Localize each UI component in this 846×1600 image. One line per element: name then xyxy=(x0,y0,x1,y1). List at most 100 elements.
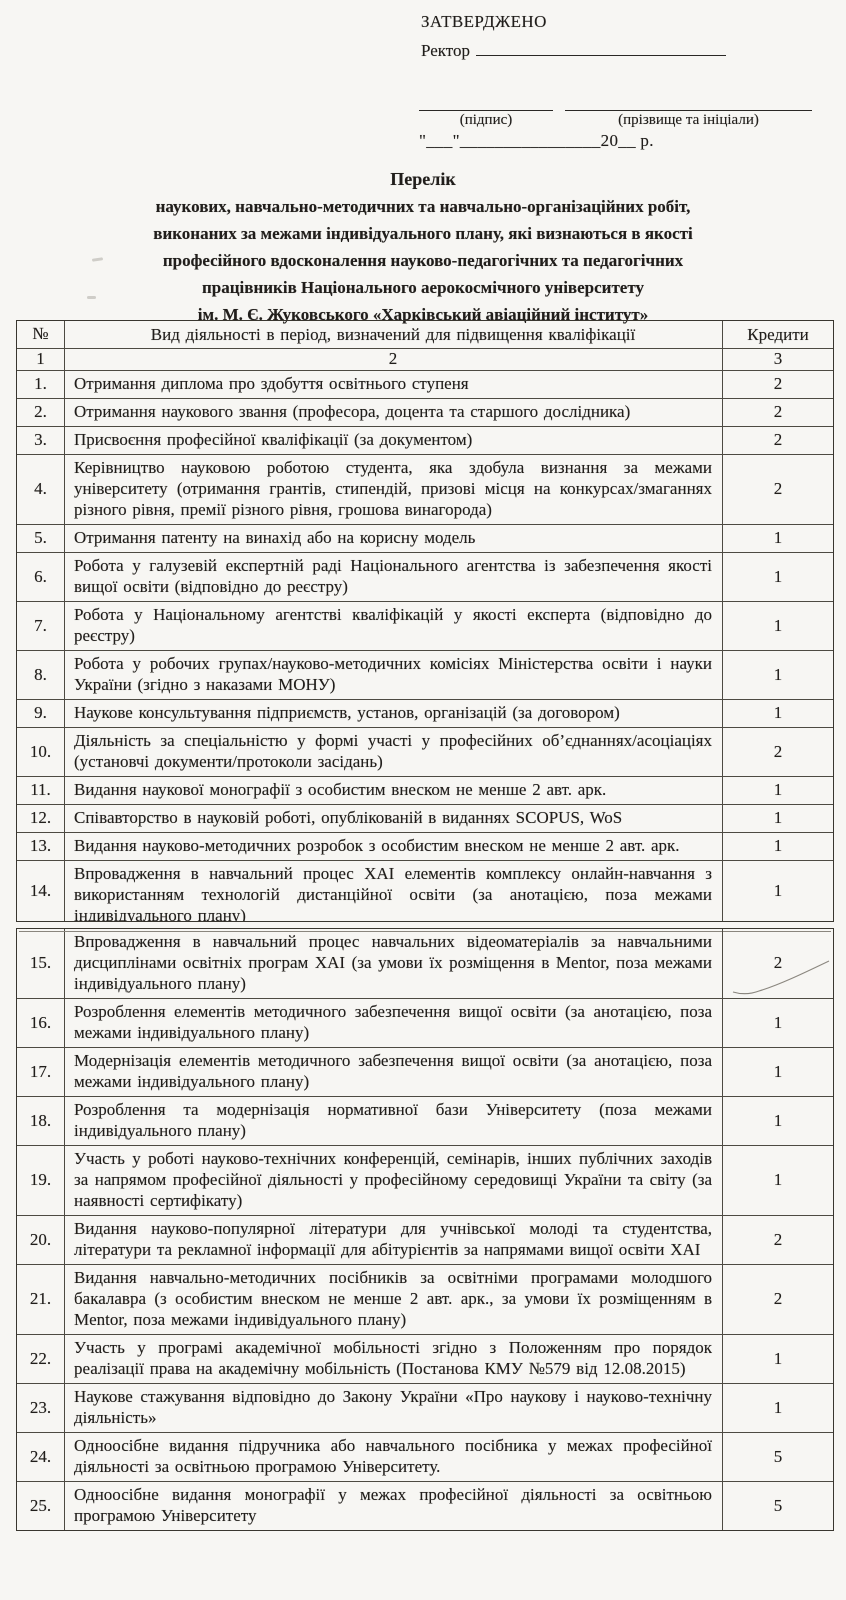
activity-cell: Розроблення елементів методичного забезп… xyxy=(74,1002,712,1042)
table-row: 15. Впровадження в навчальний процес нав… xyxy=(17,929,833,998)
activity-cell: Участь у роботі науково-технічних конфер… xyxy=(74,1149,712,1210)
credits-cell: 2 xyxy=(722,1265,833,1334)
credits-cell: 2 xyxy=(722,427,833,454)
table-row: 4. Керівництво науковою роботою студента… xyxy=(17,454,833,524)
row-number-cell: 7. xyxy=(17,602,65,650)
signature-caption: (підпис) xyxy=(459,112,513,128)
activity-cell: Видання науково-методичних розробок з ос… xyxy=(74,836,680,855)
activity-cell: Діяльність за спеціальністю у формі учас… xyxy=(74,731,712,771)
activity-cell: Розроблення та модернізація нормативної … xyxy=(74,1100,712,1140)
date-line: "___"________________20__ р. xyxy=(419,131,654,150)
activity-cell: Видання навчально-методичних посібників … xyxy=(74,1268,712,1329)
activity-cell: Отримання наукового звання (професора, д… xyxy=(74,402,631,421)
table-row: 25. Одноосібне видання монографії у межа… xyxy=(17,1481,833,1530)
table-row: 20. Видання науково-популярної літератур… xyxy=(17,1215,833,1264)
credits-value: 1 xyxy=(773,1348,783,1368)
credits-cell: 1 xyxy=(722,602,833,650)
credits-cell: 2 xyxy=(722,728,833,776)
row-number-cell: 13. xyxy=(17,833,65,860)
credits-value: 1 xyxy=(773,615,783,635)
credits-cell: 2 xyxy=(722,455,833,524)
row-number-cell: 8. xyxy=(17,651,65,699)
table-row: 24. Одноосібне видання підручника або на… xyxy=(17,1432,833,1481)
table-row: 8. Робота у робочих групах/науково-метод… xyxy=(17,650,833,699)
credits-cell: 5 xyxy=(722,1433,833,1481)
signature-block: (підпис) (прізвище та ініціали) "___"___… xyxy=(419,96,812,151)
row-number-cell: 4. xyxy=(17,455,65,524)
activity-cell: Робота у Національному агентстві кваліфі… xyxy=(74,605,712,645)
credits-value: 1 xyxy=(773,1061,783,1081)
table-row: 3. Присвоєння професійної кваліфікації (… xyxy=(17,426,833,454)
credits-cell: 1 xyxy=(722,553,833,601)
activity-cell: Присвоєння професійної кваліфікації (за … xyxy=(74,430,473,449)
credits-value: 1 xyxy=(773,1170,783,1189)
table-row: 6. Робота у галузевій експертній раді На… xyxy=(17,552,833,601)
name-blank-line xyxy=(565,96,812,111)
row-number-cell: 3. xyxy=(17,427,65,454)
activity-cell: Отримання диплома про здобуття освітньог… xyxy=(74,374,469,393)
row-number-cell: 24. xyxy=(17,1433,65,1481)
row-number-cell: 14. xyxy=(17,861,65,921)
table-row: 17. Модернізація елементів методичного з… xyxy=(17,1047,833,1096)
table-row: 21. Видання навчально-методичних посібни… xyxy=(17,1264,833,1334)
credits-value: 2 xyxy=(773,741,783,761)
credits-cell: 1 xyxy=(722,1097,833,1145)
credits-value: 1 xyxy=(773,664,783,684)
credits-cell: 2 xyxy=(722,929,833,998)
table-row: 13. Видання науково-методичних розробок … xyxy=(17,832,833,860)
scan-smudge xyxy=(87,296,96,299)
activity-cell: Впровадження в навчальний процес ХАІ еле… xyxy=(74,864,712,921)
header-activity-cell: Вид діяльності в період, визначений для … xyxy=(150,325,636,344)
row-number-cell: 21. xyxy=(17,1265,65,1334)
approval-stamp: ЗАТВЕРДЖЕНО xyxy=(421,12,547,31)
row-number-cell: 12. xyxy=(17,805,65,832)
table-row: 14. Впровадження в навчальний процес ХАІ… xyxy=(17,860,833,921)
credits-cell: 1 xyxy=(722,525,833,552)
activity-cell: Отримання патенту на винахід або на кори… xyxy=(74,528,476,547)
row-number-cell: 18. xyxy=(17,1097,65,1145)
row-number-cell: 23. xyxy=(17,1384,65,1432)
credits-cell: 2 xyxy=(722,1216,833,1264)
credits-cell: 1 xyxy=(722,777,833,804)
table-section-1: № Вид діяльності в період, визначений дл… xyxy=(16,320,834,922)
title-line: професійного вдосконалення науково-педаг… xyxy=(162,251,684,270)
title-line: працівників Національного аерокосмічного… xyxy=(202,278,644,297)
credits-value: 2 xyxy=(773,479,783,498)
activity-cell: Видання науково-популярної літератури дл… xyxy=(74,1219,712,1259)
document-title: Перелік наукових, навчально-методичних т… xyxy=(0,166,846,328)
activity-cell: Робота у галузевій експертній раді Націо… xyxy=(74,556,712,596)
credits-value: 1 xyxy=(773,880,783,900)
credits-value: 1 xyxy=(773,808,783,827)
table-row: 22. Участь у програмі академічної мобіль… xyxy=(17,1334,833,1383)
credits-value: 1 xyxy=(773,836,783,855)
activity-cell: Наукове консультування підприємств, уста… xyxy=(74,703,620,722)
table-row: 23. Наукове стажування відповідно до Зак… xyxy=(17,1383,833,1432)
table-row: 16. Розроблення елементів методичного за… xyxy=(17,998,833,1047)
credits-value: 1 xyxy=(773,1012,783,1032)
credits-value: 2 xyxy=(773,402,783,421)
row-number-cell: 9. xyxy=(17,700,65,727)
row-number-cell: 25. xyxy=(17,1482,65,1530)
credits-value: 5 xyxy=(773,1495,783,1515)
title-heading: Перелік xyxy=(390,169,456,189)
credits-value: 1 xyxy=(773,703,783,722)
activity-cell: Наукове стажування відповідно до Закону … xyxy=(74,1387,712,1427)
credits-value: 2 xyxy=(773,374,783,393)
credits-cell: 1 xyxy=(722,1384,833,1432)
credits-value: 1 xyxy=(773,1110,783,1130)
credits-cell: 1 xyxy=(722,805,833,832)
table-header-row: № Вид діяльності в період, визначений дл… xyxy=(17,321,833,348)
activity-cell: Участь у програмі академічної мобільност… xyxy=(74,1338,712,1378)
table-row: 18. Розроблення та модернізація норматив… xyxy=(17,1096,833,1145)
credits-value: 5 xyxy=(773,1446,783,1466)
credits-value: 1 xyxy=(773,566,783,586)
pen-mark-squiggle xyxy=(732,960,830,995)
credits-cell: 1 xyxy=(722,651,833,699)
credits-value: 2 xyxy=(773,430,783,449)
name-caption: (прізвище та ініціали) xyxy=(618,112,759,128)
table-row: 19. Участь у роботі науково-технічних ко… xyxy=(17,1145,833,1215)
column-numbers-row: 1 2 3 xyxy=(17,348,833,370)
table-row: 7. Робота у Національному агентстві квал… xyxy=(17,601,833,650)
activity-cell: Робота у робочих групах/науково-методичн… xyxy=(74,654,712,694)
table-row: 1. Отримання диплома про здобуття освітн… xyxy=(17,370,833,398)
